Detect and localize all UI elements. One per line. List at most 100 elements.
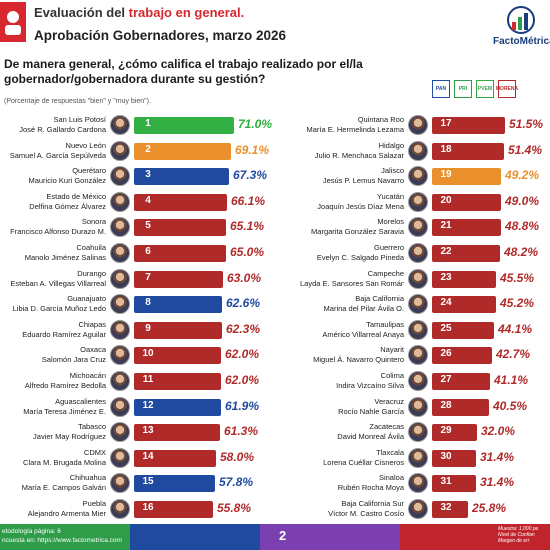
approval-bar [134, 399, 221, 416]
rank-label: 29 [440, 425, 452, 436]
approval-bar [432, 424, 477, 441]
brand-logo: FactoMétrica [493, 6, 550, 48]
page-subtitle: Aprobación Gobernadores, marzo 2026 [34, 28, 287, 43]
chart-row: Guerrero Evelyn C. Salgado Pineda 22 48.2% [0, 242, 550, 264]
state-name: Estado de México [46, 192, 106, 201]
governor-label: Jalisco Jesús P. Lemus Navarro [300, 166, 404, 185]
chart-row: Sonora Francisco Alfonso Durazo M. 5 65.1% [0, 216, 550, 238]
chart-row: Durango Esteban A. Villegas Villarreal 7 63… [0, 268, 550, 290]
chart-row: Nayarit Miguel Á. Navarro Quintero 26 42.7% [0, 344, 550, 366]
chart-row: Hidalgo Julio R. Menchaca Salazar 18 51.4% [0, 140, 550, 162]
governor-label: Tabasco Javier May Rodríguez [2, 422, 106, 441]
state-name: Tlaxcala [376, 448, 404, 457]
state-name: San Luis Potosí [53, 115, 106, 124]
approval-bar [134, 475, 215, 492]
governor-label: Chihuahua María E. Campos Galván [2, 473, 106, 492]
rank-label: 17 [440, 118, 452, 129]
governor-avatar [110, 269, 130, 289]
governor-label: Estado de México Delfina Gómez Álvarez [2, 192, 106, 211]
approval-bar [134, 373, 221, 390]
approval-bar [432, 501, 468, 518]
rank-label: 12 [142, 400, 154, 411]
state-name: Aguascalientes [55, 397, 106, 406]
chart-row: Baja California Sur Víctor M. Castro Cosí… [0, 498, 550, 520]
governor-avatar [110, 448, 130, 468]
chart-row: Querétaro Mauricio Kuri González 3 67.3% [0, 165, 550, 187]
chart-row: Chiapas Eduardo Ramírez Aguilar 9 62.3% [0, 319, 550, 341]
chart-row: Aguascalientes María Teresa Jiménez E. 12 6… [0, 396, 550, 418]
approval-bar [432, 168, 501, 185]
governor-avatar [110, 217, 130, 237]
governor-label: Veracruz Rocío Nahle García [300, 397, 404, 416]
survey-question: De manera general, ¿cómo califica el tra… [4, 57, 363, 86]
rank-label: 32 [440, 502, 452, 513]
governor-avatar [110, 320, 130, 340]
governor-name: Miguel Á. Navarro Quintero [313, 354, 404, 364]
logo-icon [0, 2, 26, 42]
governor-avatar [408, 243, 428, 263]
governor-label: Chiapas Eduardo Ramírez Aguilar [2, 320, 106, 339]
approval-bar [432, 475, 476, 492]
state-name: Zacatecas [369, 422, 404, 431]
governor-avatar [408, 448, 428, 468]
state-name: Colima [380, 371, 404, 380]
governor-name: Esteban A. Villegas Villarreal [10, 278, 106, 288]
footer-line-1: etodología página: 6 [2, 528, 61, 535]
state-name: Sinaloa [378, 473, 404, 482]
state-name: Veracruz [374, 397, 404, 406]
rank-label: 31 [440, 476, 452, 487]
chart-row: Yucatán Joaquín Jesús Díaz Mena 20 49.0% [0, 191, 550, 213]
party-legend: PAN PRI PVEM MORENA [432, 80, 550, 102]
value-label: 25.8% [472, 501, 507, 515]
rank-label: 10 [142, 348, 154, 359]
state-name: Quintana Roo [357, 115, 404, 124]
approval-bar [432, 219, 501, 236]
page-number: 2 [279, 528, 287, 543]
value-label: 45.5% [500, 271, 535, 285]
approval-bar [432, 373, 490, 390]
header: Evaluación del trabajo en general. Aprob… [0, 0, 550, 56]
approval-bar [134, 424, 220, 441]
approval-bar [134, 296, 222, 313]
chart-row: Oaxaca Salomón Jara Cruz 10 62.0% [0, 344, 550, 366]
governor-avatar [408, 371, 428, 391]
chart-row: Nuevo León Samuel A. García Sepúlveda 2 69.… [0, 140, 550, 162]
governor-label: Sinaloa Rubén Rocha Moya [300, 473, 404, 492]
chart-row: CDMX Clara M. Brugada Molina 14 58.0% [0, 447, 550, 469]
approval-bar [134, 245, 226, 262]
governor-avatar [408, 320, 428, 340]
governor-avatar [408, 269, 428, 289]
governor-name: Salomón Jara Cruz [41, 354, 106, 364]
value-label: 67.3% [233, 168, 268, 182]
chart-row: Baja California Marina del Pilar Ávila O.… [0, 293, 550, 315]
state-name: Chihuahua [69, 473, 106, 482]
approval-bar [432, 450, 476, 467]
party-legend-item: MORENA [496, 80, 518, 98]
governor-avatar [408, 345, 428, 365]
value-label: 62.0% [225, 347, 260, 361]
rank-label: 21 [440, 220, 452, 231]
party-legend-item: PVEM [476, 80, 494, 98]
footer: etodología página: 6 ncuesta en: https:/… [0, 524, 550, 550]
footer-segment-green [0, 524, 130, 550]
chart-row: Zacatecas David Monreal Ávila 29 32.0% [0, 421, 550, 443]
governor-avatar [110, 371, 130, 391]
rank-label: 25 [440, 323, 452, 334]
chart-row: Tamaulipas Américo Villarreal Anaya 25 44.1… [0, 319, 550, 341]
governor-label: Guanajuato Libia D. García Muñoz Ledo [2, 294, 106, 313]
governor-avatar [408, 192, 428, 212]
approval-bar [134, 322, 222, 339]
governor-label: Querétaro Mauricio Kuri González [2, 166, 106, 185]
governor-avatar [408, 115, 428, 135]
state-name: Tamaulipas [366, 320, 404, 329]
value-label: 69.1% [235, 143, 270, 157]
rank-label: 4 [145, 195, 151, 206]
footer-link[interactable]: ncuesta en: https://www.factometrica.com [2, 537, 122, 544]
value-label: 61.9% [225, 399, 260, 413]
rank-label: 23 [440, 272, 452, 283]
governor-avatar [408, 473, 428, 493]
value-label: 62.3% [226, 322, 261, 336]
approval-bar [134, 194, 227, 211]
chart-row: Guanajuato Libia D. García Muñoz Ledo 8 62.… [0, 293, 550, 315]
state-name: Morelos [377, 217, 404, 226]
